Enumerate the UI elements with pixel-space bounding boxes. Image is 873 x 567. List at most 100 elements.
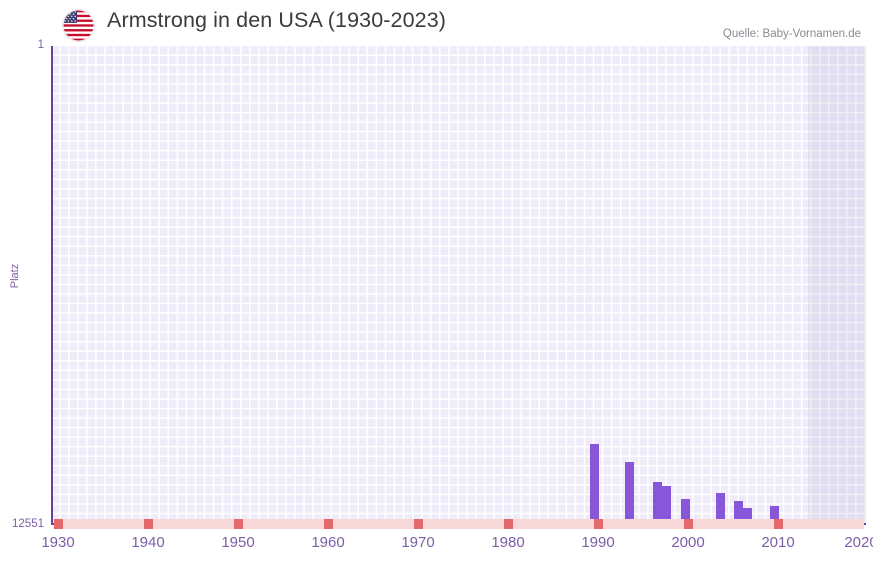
x-tick-minor	[72, 519, 81, 529]
x-axis-ticks	[51, 519, 866, 529]
x-tick-minor	[495, 519, 504, 529]
x-tick-minor	[63, 519, 72, 529]
x-axis-label-2010: 2010	[761, 534, 795, 551]
x-tick-minor	[135, 519, 144, 529]
x-tick-minor	[846, 519, 855, 529]
x-tick-minor	[855, 519, 864, 529]
bar-2005[interactable]	[662, 486, 671, 523]
x-tick-minor	[585, 519, 594, 529]
source-attribution: Quelle: Baby-Vornamen.de	[722, 28, 861, 40]
x-tick-minor	[747, 519, 756, 529]
x-tick-minor	[189, 519, 198, 529]
x-tick-minor	[576, 519, 585, 529]
x-tick-major	[414, 519, 423, 529]
x-tick-minor	[270, 519, 279, 529]
bar-2007[interactable]	[681, 499, 690, 523]
x-tick-minor	[198, 519, 207, 529]
x-tick-minor	[108, 519, 117, 529]
x-tick-minor	[441, 519, 450, 529]
x-tick-minor	[486, 519, 495, 529]
x-tick-minor	[756, 519, 765, 529]
chart-header: Armstrong in den USA (1930-2023) Quelle:…	[0, 0, 873, 46]
x-tick-minor	[729, 519, 738, 529]
bar-2012[interactable]	[734, 501, 743, 523]
x-tick-minor	[216, 519, 225, 529]
x-tick-minor	[675, 519, 684, 529]
bar-series-layer	[51, 46, 866, 524]
x-tick-minor	[423, 519, 432, 529]
x-tick-minor	[468, 519, 477, 529]
x-tick-minor	[549, 519, 558, 529]
x-axis-labels: 1930 1940 1950 1960 1970 1980 1990 2000 2010 2020	[0, 534, 873, 560]
y-axis-top-label: 1	[37, 39, 44, 51]
x-tick-minor	[153, 519, 162, 529]
y-axis-bottom-label: 12551	[12, 518, 44, 530]
x-tick-minor	[630, 519, 639, 529]
x-tick-minor	[693, 519, 702, 529]
x-tick-minor	[243, 519, 252, 529]
x-tick-minor	[702, 519, 711, 529]
x-tick-minor	[513, 519, 522, 529]
x-tick-minor	[126, 519, 135, 529]
x-tick-major	[684, 519, 693, 529]
x-tick-minor	[360, 519, 369, 529]
x-tick-minor	[540, 519, 549, 529]
x-tick-major	[324, 519, 333, 529]
bar-2016[interactable]	[770, 506, 779, 523]
plot-area	[51, 46, 866, 525]
x-tick-minor	[477, 519, 486, 529]
x-tick-minor	[567, 519, 576, 529]
x-axis-label-1970: 1970	[401, 534, 435, 551]
x-tick-minor	[450, 519, 459, 529]
bar-2000[interactable]	[625, 462, 634, 523]
bar-2013[interactable]	[743, 508, 752, 523]
page-title: Armstrong in den USA (1930-2023)	[107, 8, 447, 32]
x-tick-minor	[171, 519, 180, 529]
plot-gridlines	[51, 46, 866, 524]
x-tick-minor	[765, 519, 774, 529]
x-tick-minor	[378, 519, 387, 529]
x-tick-minor	[252, 519, 261, 529]
x-tick-minor	[657, 519, 666, 529]
x-tick-minor	[828, 519, 837, 529]
x-tick-minor	[387, 519, 396, 529]
x-tick-minor	[738, 519, 747, 529]
x-axis-label-2020: 2020	[844, 534, 873, 551]
x-axis-label-2000: 2000	[671, 534, 705, 551]
bar-2010[interactable]	[716, 493, 725, 523]
x-tick-major	[144, 519, 153, 529]
x-tick-minor	[792, 519, 801, 529]
x-tick-minor	[459, 519, 468, 529]
x-tick-minor	[225, 519, 234, 529]
x-axis-label-1940: 1940	[131, 534, 165, 551]
x-tick-minor	[720, 519, 729, 529]
x-axis-label-1930: 1930	[41, 534, 75, 551]
x-tick-minor	[522, 519, 531, 529]
y-axis-line	[51, 46, 53, 525]
x-tick-minor	[612, 519, 621, 529]
x-tick-minor	[369, 519, 378, 529]
x-tick-minor	[261, 519, 270, 529]
x-tick-minor	[306, 519, 315, 529]
x-axis-label-1960: 1960	[311, 534, 345, 551]
x-tick-minor	[288, 519, 297, 529]
x-tick-minor	[90, 519, 99, 529]
x-tick-minor	[342, 519, 351, 529]
x-tick-minor	[207, 519, 216, 529]
x-tick-minor	[432, 519, 441, 529]
x-tick-minor	[648, 519, 657, 529]
x-tick-minor	[819, 519, 828, 529]
x-tick-minor	[333, 519, 342, 529]
bar-2004[interactable]	[653, 482, 662, 523]
x-tick-minor	[279, 519, 288, 529]
x-tick-major	[504, 519, 513, 529]
x-tick-major	[54, 519, 63, 529]
x-tick-minor	[351, 519, 360, 529]
x-tick-minor	[531, 519, 540, 529]
x-tick-minor	[621, 519, 630, 529]
x-tick-minor	[396, 519, 405, 529]
x-tick-minor	[837, 519, 846, 529]
bar-1996[interactable]	[590, 444, 599, 523]
x-tick-minor	[783, 519, 792, 529]
x-tick-minor	[297, 519, 306, 529]
